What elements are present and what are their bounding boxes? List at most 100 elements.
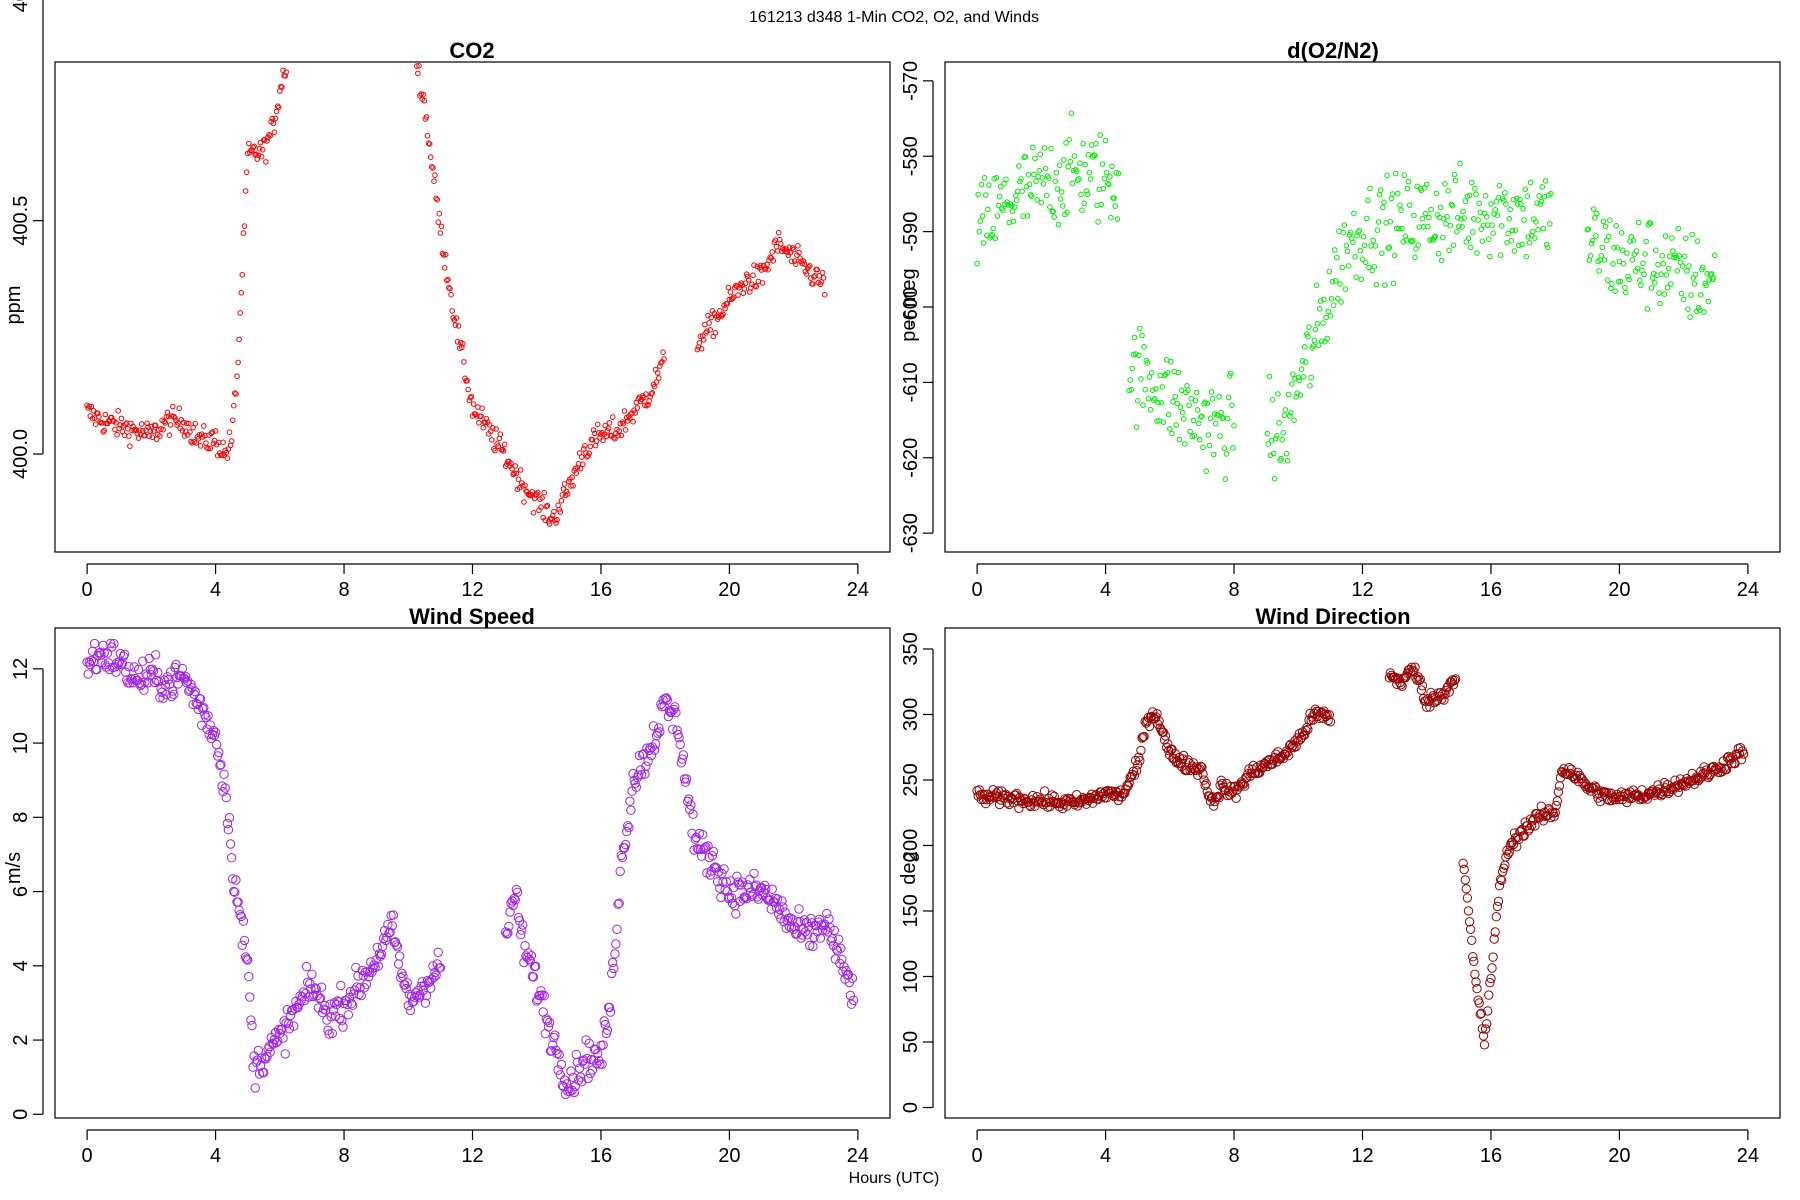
data-point: [1678, 290, 1685, 297]
data-point: [821, 291, 828, 298]
data-point: [548, 1040, 558, 1050]
data-point: [244, 971, 254, 982]
data-point: [1442, 181, 1448, 187]
data-point: [996, 193, 1003, 200]
data-point: [263, 159, 269, 165]
x-tick-label: 0: [82, 579, 93, 601]
data-point: [86, 655, 97, 666]
data-point: [447, 285, 453, 292]
data-point: [848, 995, 859, 1005]
data-point: [1121, 784, 1131, 794]
data-point: [436, 210, 443, 217]
data-point: [982, 192, 989, 198]
data-point: [609, 963, 619, 974]
data-point: [1132, 351, 1139, 357]
data-point: [614, 898, 624, 908]
data-point: [1506, 216, 1512, 222]
data-point: [1692, 271, 1699, 278]
data-point: [626, 805, 636, 815]
data-point: [580, 461, 586, 468]
data-point: [1612, 288, 1618, 295]
data-point: [1540, 225, 1547, 232]
data-point: [1519, 241, 1525, 248]
data-point: [543, 1022, 554, 1032]
data-point: [1265, 441, 1272, 448]
data-point: [1536, 193, 1542, 199]
data-point: [1207, 415, 1214, 422]
data-point: [245, 992, 255, 1002]
data-point: [1523, 826, 1534, 836]
data-point: [1435, 250, 1442, 257]
data-point: [572, 1057, 583, 1068]
data-point: [1539, 184, 1546, 190]
data-point: [421, 97, 428, 104]
data-point: [1192, 770, 1203, 780]
data-point: [1169, 430, 1175, 437]
data-point: [1625, 273, 1631, 280]
data-point: [1193, 389, 1200, 396]
data-point: [1410, 662, 1420, 672]
data-point: [824, 914, 834, 924]
data-point: [184, 686, 194, 696]
data-point: [759, 280, 766, 286]
data-point: [1474, 998, 1484, 1008]
data-point: [1208, 389, 1215, 395]
data-point: [611, 939, 621, 949]
data-point: [1175, 369, 1182, 376]
data-point: [696, 851, 707, 861]
data-point: [1662, 233, 1669, 239]
data-point: [269, 115, 276, 122]
data-point: [1415, 674, 1426, 684]
data-point: [1276, 420, 1282, 426]
data-point: [1115, 170, 1122, 177]
data-point: [459, 344, 465, 351]
data-point: [1564, 762, 1574, 773]
data-point: [1664, 284, 1671, 291]
data-point: [1084, 191, 1091, 198]
data-point: [1630, 237, 1637, 244]
data-point: [256, 1053, 267, 1063]
data-point: [1323, 715, 1333, 726]
data-point: [1638, 794, 1648, 804]
data-point: [981, 175, 988, 181]
data-point: [992, 235, 999, 242]
data-point: [198, 703, 208, 714]
data-point: [180, 419, 187, 426]
y-tick-label: -620: [900, 438, 922, 478]
data-point: [1465, 235, 1472, 242]
data-point: [787, 250, 794, 256]
data-point: [1665, 265, 1672, 272]
data-point: [845, 990, 856, 1001]
data-point: [1415, 242, 1421, 248]
data-point: [775, 904, 785, 915]
data-point: [1004, 799, 1014, 810]
data-point: [598, 431, 604, 437]
data-point: [1128, 766, 1139, 776]
data-point: [476, 420, 482, 426]
data-point: [1498, 223, 1505, 229]
data-point: [1165, 411, 1172, 418]
data-point: [430, 165, 436, 171]
y-tick-label: 10: [10, 732, 32, 754]
data-point: [1601, 257, 1608, 263]
data-point: [594, 421, 601, 428]
data-point: [1230, 445, 1236, 451]
data-point: [144, 420, 150, 427]
data-point: [700, 843, 710, 853]
data-point: [724, 300, 731, 307]
data-point: [799, 260, 806, 267]
data-point: [752, 283, 758, 289]
data-point: [1504, 847, 1514, 857]
data-point: [764, 261, 770, 268]
data-point: [508, 900, 518, 911]
data-point: [730, 294, 737, 301]
data-point: [1465, 924, 1476, 934]
data-point: [607, 968, 617, 979]
y-tick-label: 8: [10, 812, 32, 823]
data-point: [1668, 281, 1674, 287]
data-point: [1498, 867, 1508, 877]
data-point: [1161, 372, 1168, 379]
data-point: [1003, 176, 1009, 183]
data-point: [1300, 730, 1310, 740]
data-point: [1384, 172, 1390, 179]
